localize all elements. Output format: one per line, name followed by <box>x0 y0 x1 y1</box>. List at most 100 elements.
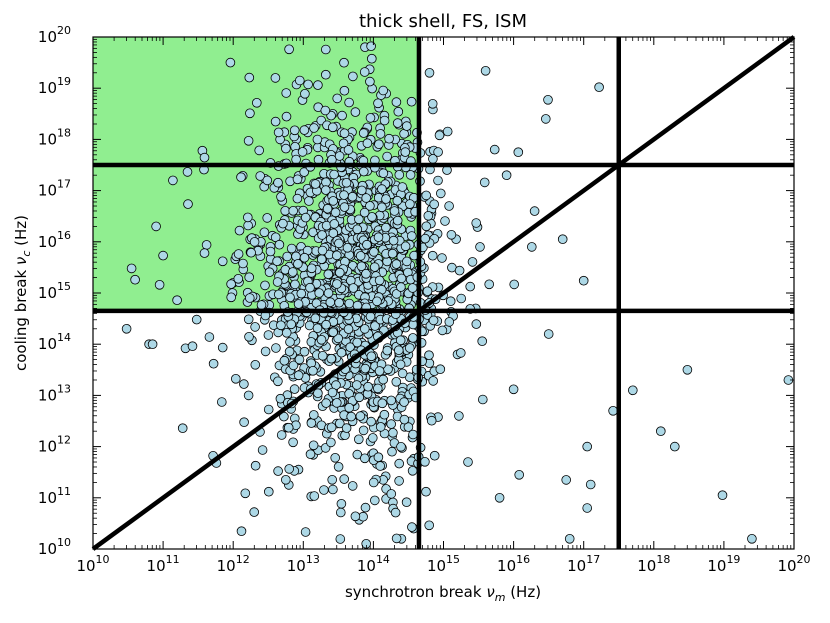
data-point <box>348 283 359 293</box>
data-point <box>289 125 300 136</box>
data-point <box>320 44 331 55</box>
data-point <box>484 279 495 290</box>
data-point <box>299 252 310 263</box>
data-point <box>400 147 411 157</box>
data-point <box>608 405 618 416</box>
chart-title: thick shell, FS, ISM <box>359 11 527 32</box>
data-point <box>250 322 260 332</box>
data-point <box>477 394 488 405</box>
data-point <box>424 520 435 531</box>
data-point <box>370 321 380 331</box>
data-point <box>359 207 370 218</box>
data-point <box>339 202 350 212</box>
data-point <box>331 398 342 408</box>
data-point <box>312 323 323 334</box>
data-point <box>373 452 384 463</box>
data-point <box>330 452 341 463</box>
data-point <box>365 311 376 322</box>
data-point <box>342 243 353 253</box>
data-point <box>375 129 386 139</box>
data-point <box>240 488 251 499</box>
data-point <box>201 240 212 250</box>
data-point <box>377 398 388 409</box>
data-point <box>281 327 292 338</box>
data-point <box>407 465 418 476</box>
data-point <box>392 195 403 206</box>
data-point <box>278 218 288 229</box>
data-point <box>310 179 321 189</box>
data-point <box>273 289 284 300</box>
data-point <box>381 222 391 233</box>
data-point <box>281 111 292 122</box>
data-point <box>365 113 376 123</box>
y-tick-label: 1011 <box>38 485 71 507</box>
data-point <box>217 397 227 407</box>
data-point <box>328 196 339 206</box>
data-point <box>421 486 431 497</box>
data-point <box>682 364 693 375</box>
data-point <box>304 320 315 331</box>
data-point <box>305 282 315 293</box>
data-point <box>329 219 340 229</box>
data-point <box>463 457 473 467</box>
data-point <box>293 259 303 269</box>
data-point <box>367 212 377 222</box>
data-point <box>382 151 392 162</box>
data-point <box>420 456 430 467</box>
data-point <box>382 345 393 356</box>
data-point <box>126 263 137 274</box>
data-point <box>378 374 389 385</box>
data-point <box>257 445 268 455</box>
data-point <box>275 393 286 404</box>
data-point <box>348 71 358 82</box>
data-point <box>366 351 377 362</box>
data-point <box>435 188 446 199</box>
data-point <box>331 250 342 261</box>
data-point <box>428 154 438 164</box>
data-point <box>280 474 291 485</box>
data-point <box>356 185 367 196</box>
data-point <box>250 460 261 471</box>
data-point <box>341 178 352 188</box>
data-point <box>381 194 391 204</box>
data-point <box>362 239 372 250</box>
data-point <box>494 492 505 503</box>
data-point <box>319 485 329 495</box>
data-point <box>445 296 456 307</box>
data-point <box>437 325 448 336</box>
data-point <box>199 152 210 163</box>
data-point <box>405 170 416 180</box>
data-point <box>233 273 244 284</box>
data-point <box>250 359 261 370</box>
data-point <box>333 333 344 344</box>
data-point <box>328 484 338 495</box>
data-point <box>408 333 418 343</box>
data-point <box>334 297 344 308</box>
y-tick-label: 1015 <box>38 280 71 302</box>
data-point <box>236 172 246 183</box>
data-point <box>276 320 286 331</box>
data-point <box>204 332 215 342</box>
data-point <box>313 388 323 399</box>
data-point <box>358 128 369 138</box>
data-point <box>420 233 431 244</box>
data-point <box>226 279 236 289</box>
data-point <box>326 437 336 448</box>
x-tick-label: 1011 <box>147 553 180 575</box>
data-point <box>121 323 132 334</box>
data-point <box>426 415 437 426</box>
data-point <box>396 441 406 452</box>
data-point <box>377 184 387 194</box>
data-point <box>444 317 455 327</box>
data-point <box>509 279 520 290</box>
data-point <box>329 169 339 180</box>
data-point <box>368 477 379 488</box>
data-point <box>316 334 327 345</box>
data-point <box>217 342 228 353</box>
data-point <box>306 263 317 274</box>
data-point <box>238 258 248 269</box>
data-point <box>323 269 334 280</box>
data-point <box>404 343 415 353</box>
data-point <box>717 490 728 501</box>
data-point <box>300 212 311 223</box>
